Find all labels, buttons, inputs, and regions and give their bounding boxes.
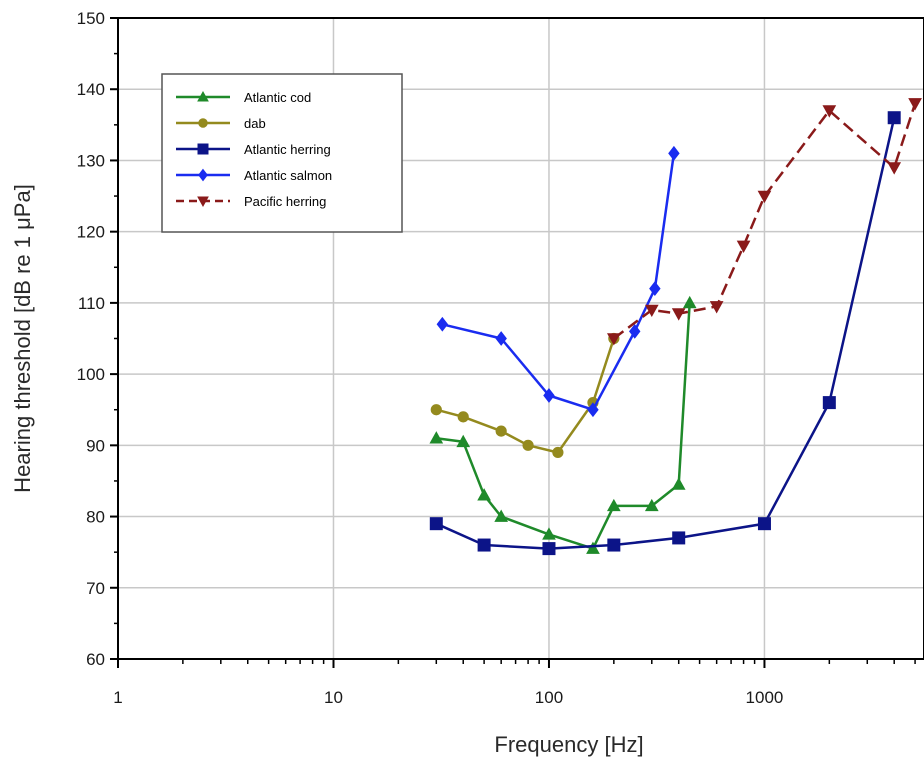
y-tick-label: 80 [86,508,105,527]
legend-item: Pacific herring [176,194,326,209]
legend-label: Atlantic herring [244,142,331,157]
data-point [494,509,509,522]
x-tick-label: 1 [113,688,122,707]
data-point [606,498,621,512]
data-point [542,542,556,556]
data-point [542,527,556,540]
data-point [757,190,772,204]
y-axis-title: Hearing threshold [dB re 1 μPa] [10,184,35,493]
y-tick-label: 150 [77,9,105,28]
data-point [606,333,621,346]
data-point [887,162,902,175]
data-point [456,434,471,448]
y-tick-label: 140 [77,80,105,99]
data-point [587,402,599,418]
x-tick-label: 1000 [746,688,784,707]
legend-marker [197,196,209,208]
data-point [709,301,724,314]
series-line [613,103,917,340]
data-point [495,331,507,346]
data-point [822,105,837,118]
legend-item: Atlantic salmon [176,168,332,183]
data-point [543,388,555,403]
legend-label: dab [244,116,266,131]
legend-label: Pacific herring [244,194,326,209]
data-point [644,498,659,512]
series-pacific-herring [606,98,922,346]
legend-marker [197,143,209,155]
x-tick-label: 10 [324,688,343,707]
legend-label: Atlantic cod [244,90,311,105]
data-point [607,538,621,552]
y-tick-label: 90 [86,436,105,455]
legend-item: Atlantic cod [176,90,311,105]
y-tick-label: 100 [77,365,105,384]
data-point [822,396,836,410]
x-tick-label: 100 [535,688,563,707]
legend: Atlantic cod dab Atlantic herring Atlantic … [161,73,403,233]
data-point [671,477,686,490]
data-series [429,98,922,556]
data-point [671,308,686,321]
data-point [429,517,443,531]
series-line [442,153,676,411]
data-point [628,323,641,339]
data-point [477,538,491,552]
legend-marker [197,90,209,102]
legend-label: Atlantic salmon [244,168,332,183]
data-point [477,488,491,501]
data-point [436,316,449,332]
data-point [672,531,686,545]
x-axis-title: Frequency [Hz] [494,732,643,757]
series-line [436,302,691,550]
data-point [757,517,771,531]
data-point [495,425,507,437]
legend-marker [198,118,208,128]
data-point [649,281,661,297]
data-point [644,304,659,318]
series-dab [430,332,620,459]
data-point [457,411,469,423]
legend-item: Atlantic herring [176,142,331,157]
data-point [668,145,680,161]
data-point [586,541,600,554]
data-point [429,431,444,444]
series-atlantic-cod [429,295,697,554]
series-atlantic-salmon [436,145,680,418]
series-line [435,117,896,550]
data-point [682,295,697,309]
data-point [430,404,442,416]
legend-marker [198,168,208,182]
y-tick-label: 60 [86,650,105,669]
y-tick-label: 70 [86,579,105,598]
data-point [552,446,564,459]
series-atlantic-herring [429,111,901,556]
y-tick-label: 110 [78,294,105,313]
data-point [887,111,901,125]
data-point [908,98,922,111]
legend-item: dab [176,116,266,131]
y-tick-label: 130 [77,151,105,170]
data-point [522,439,534,451]
y-tick-label: 120 [77,223,105,242]
data-point [736,240,751,253]
